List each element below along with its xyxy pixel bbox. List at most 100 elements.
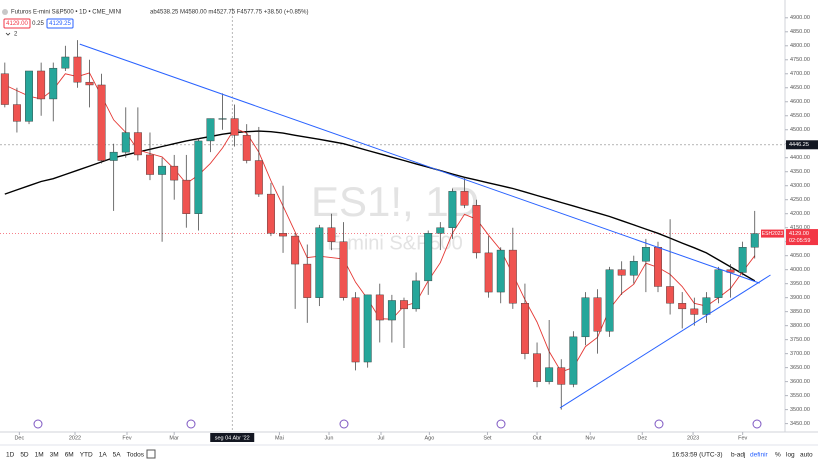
candle-body	[25, 70, 33, 122]
range-button[interactable]: 1D	[6, 452, 15, 459]
status-time: 16:53:59 (UTC-3)	[672, 452, 723, 459]
x-tick-label: 2022	[69, 435, 81, 441]
candle-body	[97, 84, 106, 161]
trend-line[interactable]	[559, 274, 771, 409]
y-tick-label: 4550.00	[790, 113, 810, 119]
symbol-icon	[2, 9, 8, 15]
candle-body	[182, 179, 191, 214]
event-icon[interactable]	[654, 419, 664, 429]
candle-body	[109, 151, 118, 161]
crosshair-label-box	[210, 433, 255, 442]
last-price-box	[786, 229, 818, 246]
event-icon[interactable]	[339, 419, 349, 429]
x-tick-label: Jul	[377, 435, 384, 441]
adjust-toggle[interactable]: b-adj	[731, 452, 745, 459]
event-icons	[33, 419, 762, 429]
candle-body	[472, 205, 481, 254]
x-tick-label: Mai	[275, 435, 284, 441]
candle-body	[533, 353, 541, 382]
candle-body	[460, 191, 469, 206]
x-tick-label: Dez	[637, 435, 647, 441]
candle-body	[158, 165, 167, 175]
ask-price[interactable]: 4129.25	[49, 21, 71, 27]
candle-body	[714, 269, 723, 298]
candle-body	[545, 367, 554, 382]
candle-body	[291, 235, 300, 265]
plot-area	[0, 8, 785, 432]
y-tick-label: 3650.00	[790, 365, 810, 371]
spread: 0.25	[32, 21, 44, 27]
candle-body	[37, 70, 46, 100]
range-button[interactable]: 3M	[50, 452, 59, 459]
crosshair-price: 4446.25	[789, 142, 809, 148]
candle-body	[605, 269, 614, 332]
y-tick-label: 4850.00	[790, 29, 810, 35]
bid-price[interactable]: 4129.00	[6, 21, 28, 27]
candle-body	[424, 233, 433, 282]
candle-body	[581, 297, 590, 338]
log-toggle[interactable]: log	[786, 452, 795, 459]
range-button[interactable]: YTD	[80, 452, 93, 459]
symbol-label: ESH2023	[762, 231, 784, 237]
y-tick-label: 4000.00	[790, 267, 810, 273]
y-tick-label: 4750.00	[790, 57, 810, 63]
y-tick-label: 3700.00	[790, 351, 810, 357]
candle-body	[194, 140, 203, 214]
indicator-count[interactable]: 2	[14, 32, 18, 38]
y-tick-label: 4900.00	[790, 15, 810, 21]
y-tick-label: 4650.00	[790, 85, 810, 91]
candle-body	[629, 261, 638, 276]
indicator-toggle[interactable]	[5, 32, 11, 36]
x-tick-label: Dec	[14, 435, 24, 441]
date-range-button[interactable]	[146, 449, 156, 459]
y-tick-label: 3800.00	[790, 323, 810, 329]
x-tick-label: Nov	[585, 435, 595, 441]
x-tick-label: Set	[483, 435, 492, 441]
y-tick-label: 4300.00	[790, 183, 810, 189]
y-tick-label: 3750.00	[790, 337, 810, 343]
event-icon[interactable]	[33, 419, 43, 429]
crosshair-price-box	[786, 140, 818, 150]
event-icon[interactable]	[186, 419, 196, 429]
candle-body	[690, 308, 699, 315]
y-tick-label: 4350.00	[790, 169, 810, 175]
candle-body	[520, 303, 529, 354]
candle-body	[496, 249, 505, 293]
y-tick-label: 4250.00	[790, 197, 810, 203]
range-button[interactable]: Todos	[127, 452, 145, 459]
auto-toggle[interactable]: auto	[800, 452, 813, 459]
event-icon[interactable]	[496, 419, 506, 429]
candle-body	[738, 247, 747, 273]
range-button[interactable]: 1M	[35, 452, 44, 459]
range-button[interactable]: 5D	[20, 452, 29, 459]
range-button[interactable]: 5A	[113, 452, 122, 459]
candle-body	[242, 135, 251, 161]
range-button[interactable]: 1A	[99, 452, 108, 459]
y-tick-label: 4400.00	[790, 155, 810, 161]
percent-toggle[interactable]: %	[775, 452, 781, 459]
x-tick-label: Ago	[424, 435, 434, 441]
candle-body	[61, 56, 70, 69]
settings-link[interactable]: definir	[750, 452, 769, 459]
symbol-box	[761, 229, 784, 238]
candle-body	[49, 67, 58, 100]
candle-body	[569, 336, 578, 385]
moving-average-line	[4, 130, 756, 282]
header: Futuros E-mini S&P500 • 1D • CME_MINI ab…	[2, 9, 308, 38]
candle-body	[133, 132, 142, 156]
x-tick-label: Fev	[738, 435, 747, 441]
candle-body	[508, 249, 517, 304]
candle-body	[666, 286, 675, 304]
candle-body	[363, 294, 372, 363]
ask-box[interactable]	[46, 18, 74, 29]
event-icon[interactable]	[752, 419, 762, 429]
candle-body	[230, 118, 239, 136]
candle-body	[121, 132, 130, 153]
candle-body	[266, 193, 275, 234]
trend-line[interactable]	[79, 43, 760, 284]
range-button[interactable]: 6M	[65, 452, 74, 459]
y-tick-label: 4500.00	[790, 127, 810, 133]
candle-body	[279, 233, 287, 237]
bid-box[interactable]	[3, 18, 31, 29]
